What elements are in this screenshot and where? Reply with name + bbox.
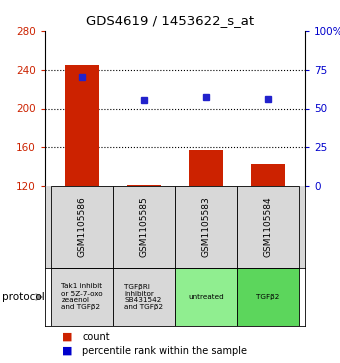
Text: Tak1 inhibit
or 5Z-7-oxo
zeaenol
and TGFβ2: Tak1 inhibit or 5Z-7-oxo zeaenol and TGF…: [61, 284, 103, 310]
Bar: [127, 185, 161, 186]
Text: ■: ■: [62, 346, 72, 356]
Text: untreated: untreated: [188, 294, 224, 300]
Text: count: count: [82, 332, 110, 342]
Text: percentile rank within the sample: percentile rank within the sample: [82, 346, 248, 356]
Bar: [175, 268, 237, 326]
Text: protocol: protocol: [2, 292, 45, 302]
Bar: [51, 186, 113, 268]
Text: TGFβRI
inhibitor
SB431542
and TGFβ2: TGFβRI inhibitor SB431542 and TGFβ2: [124, 284, 164, 310]
Bar: [175, 186, 237, 268]
Bar: [51, 268, 113, 326]
Text: GSM1105586: GSM1105586: [78, 197, 87, 257]
Bar: [189, 150, 223, 186]
Bar: [237, 268, 299, 326]
Text: ■: ■: [62, 332, 72, 342]
Text: GSM1105583: GSM1105583: [202, 197, 210, 257]
Bar: [237, 186, 299, 268]
Bar: [65, 65, 99, 186]
Text: TGFβ2: TGFβ2: [256, 294, 279, 300]
Bar: [113, 268, 175, 326]
Text: GDS4619 / 1453622_s_at: GDS4619 / 1453622_s_at: [86, 14, 254, 27]
Text: GSM1105584: GSM1105584: [264, 197, 272, 257]
Bar: [113, 186, 175, 268]
Bar: [251, 164, 285, 186]
Text: GSM1105585: GSM1105585: [139, 197, 149, 257]
